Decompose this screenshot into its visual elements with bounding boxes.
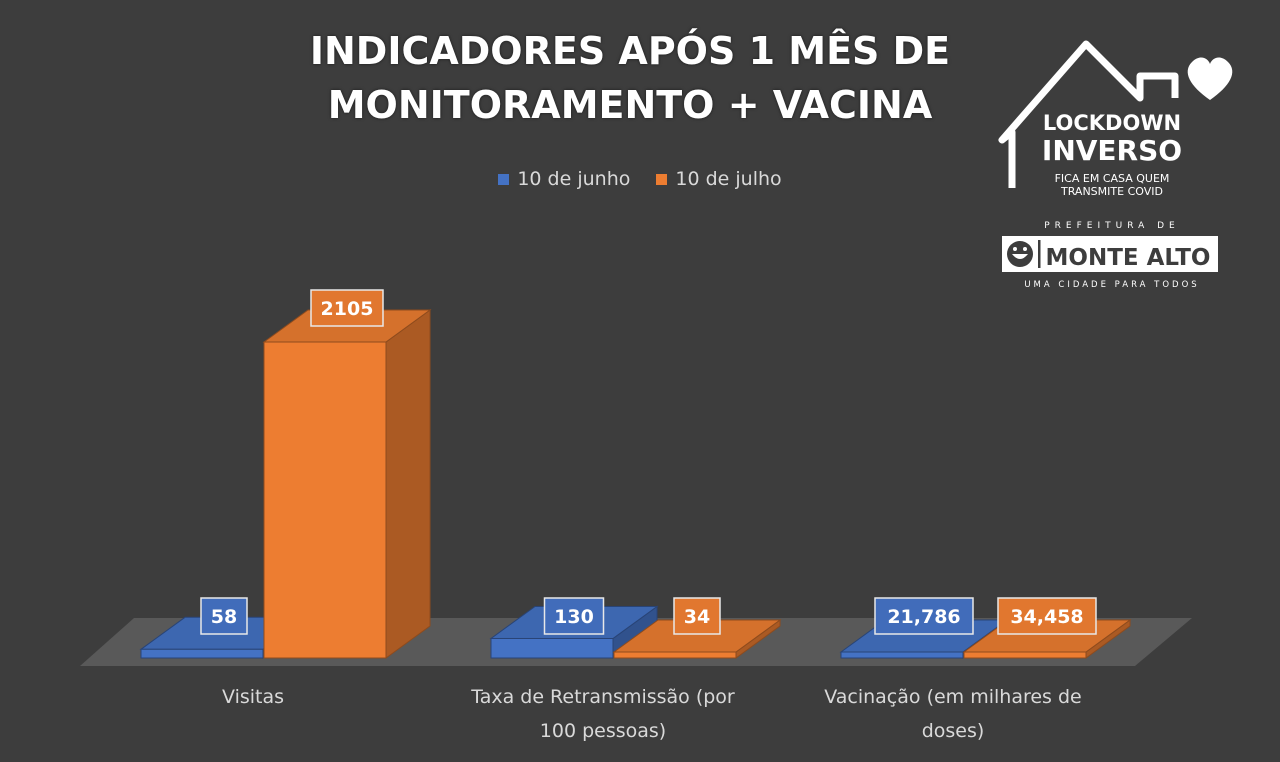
bar-s1-c1-side — [262, 616, 308, 659]
category-label-taxa: Taxa de Retransmissão (por 100 pessoas) — [438, 680, 768, 748]
bar-s1-c1 — [140, 648, 264, 659]
bar-s1-c3-side — [962, 619, 1008, 659]
bar-s2-c3-label: 34,458 — [1010, 606, 1083, 628]
chart-floor — [80, 618, 1192, 666]
smiley-eye-right-icon — [1023, 247, 1027, 251]
bar-s2-c2-label: 34 — [684, 606, 710, 628]
category-label-vacinacao-line-2: doses) — [921, 720, 985, 742]
bar-s2-c2 — [613, 651, 737, 659]
lockdown-inverso-logo: LOCKDOWN INVERSO FICA EM CASA QUEM TRANS… — [998, 40, 1233, 290]
logo-tagline-2: TRANSMITE COVID — [1060, 185, 1163, 198]
bar-s2-c3-label-box — [997, 597, 1097, 635]
legend-label-julho: 10 de julho — [675, 168, 782, 190]
legend-item-junho: 10 de junho — [498, 168, 630, 190]
logo-tagline-1: FICA EM CASA QUEM — [1055, 172, 1170, 185]
house-outline-icon — [998, 40, 1179, 188]
bar-s2-c3-side — [1085, 619, 1131, 659]
prefeitura-label: PREFEITURA DE — [1044, 221, 1180, 231]
bar-s2-c1 — [263, 341, 387, 659]
city-name: MONTE ALTO — [1046, 245, 1211, 271]
smiley-eye-left-icon — [1013, 247, 1017, 251]
bar-s1-c2-side — [612, 605, 658, 659]
heart-icon — [1187, 57, 1233, 100]
bar-s1-c1-label-box — [200, 597, 248, 635]
bar-s1-c2 — [490, 637, 614, 659]
legend-swatch-junho — [498, 173, 510, 185]
logo-line-1: LOCKDOWN — [1043, 111, 1181, 135]
city-motto: UMA CIDADE PARA TODOS — [1024, 280, 1199, 290]
category-label-vacinacao: Vacinação (em milhares de doses) — [788, 680, 1118, 748]
city-badge-divider — [1038, 240, 1041, 268]
chart-title-line-1: INDICADORES APÓS 1 MÊS DE — [309, 29, 951, 73]
logo-line-2: INVERSO — [1042, 134, 1182, 167]
legend-swatch-julho — [656, 173, 668, 185]
bar-s1-c3 — [840, 651, 964, 659]
bar-s2-c2-side — [735, 619, 781, 659]
bar-s2-c3-top — [962, 619, 1132, 653]
bar-s1-c3-label: 21,786 — [887, 606, 960, 628]
bar-s2-c2-label-box — [673, 597, 721, 635]
bar-s1-c2-label: 130 — [554, 606, 594, 628]
category-label-visitas: Visitas — [88, 680, 418, 714]
chart-title: INDICADORES APÓS 1 MÊS DE MONITORAMENTO … — [240, 24, 1020, 132]
chart-title-line-2: MONITORAMENTO + VACINA — [327, 83, 933, 127]
legend-item-julho: 10 de julho — [656, 168, 782, 190]
bar-s1-c1-label: 58 — [211, 606, 237, 628]
bar-s2-c1-side — [385, 309, 431, 659]
category-label-vacinacao-line-1: Vacinação (em milhares de — [824, 686, 1082, 708]
bar-s1-c3-label-box — [874, 597, 974, 635]
smiley-mouth-icon — [1012, 254, 1028, 259]
bar-s1-c1-top — [139, 616, 309, 650]
bar-s2-c1-label-box — [310, 289, 384, 327]
legend-label-junho: 10 de junho — [517, 168, 631, 190]
legend: 10 de junho 10 de julho — [0, 168, 1280, 190]
category-label-taxa-line-2: 100 pessoas) — [539, 720, 667, 742]
bar-s1-c3-top — [839, 619, 1009, 653]
bar-s2-c1-label: 2105 — [321, 298, 374, 320]
bar-s2-c1-top — [262, 309, 432, 343]
bar-s2-c2-top — [612, 619, 782, 653]
bar-s1-c2-label-box — [543, 597, 605, 635]
category-label-visitas-line-1: Visitas — [221, 686, 285, 708]
bar-s2-c3 — [963, 651, 1087, 659]
category-label-taxa-line-1: Taxa de Retransmissão (por — [471, 686, 735, 708]
bar-s1-c2-top — [489, 605, 659, 639]
